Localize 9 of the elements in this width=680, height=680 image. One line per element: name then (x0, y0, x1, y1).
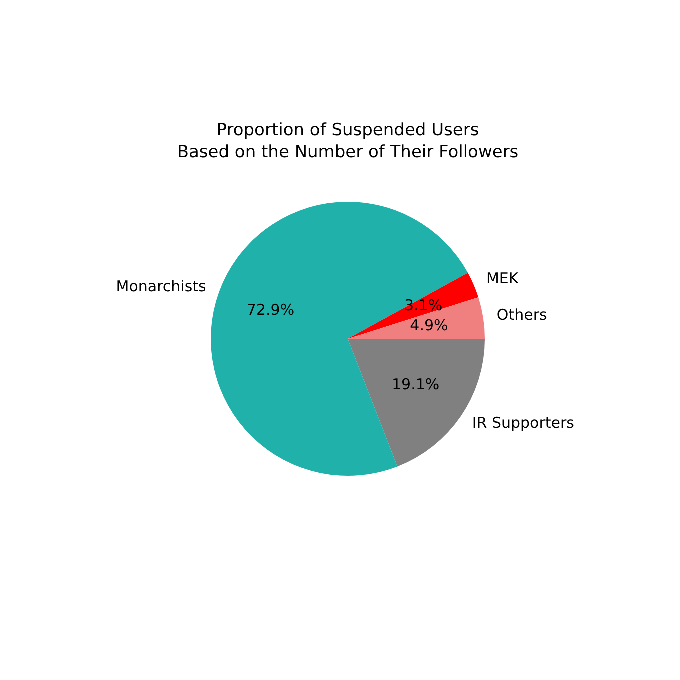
data-label: 4.9% (410, 316, 448, 334)
chart-title: Proportion of Suspended Users Based on the Number of Their Followers (177, 120, 519, 162)
data-label: 3.1% (404, 296, 443, 314)
slice-label: MEK (486, 269, 520, 288)
slice-label: IR Supporters (472, 414, 575, 432)
slice-label: Others (496, 306, 548, 324)
slice-label: Monarchists (116, 277, 207, 296)
data-label: 19.1% (392, 375, 440, 394)
data-label: 72.9% (246, 300, 295, 319)
